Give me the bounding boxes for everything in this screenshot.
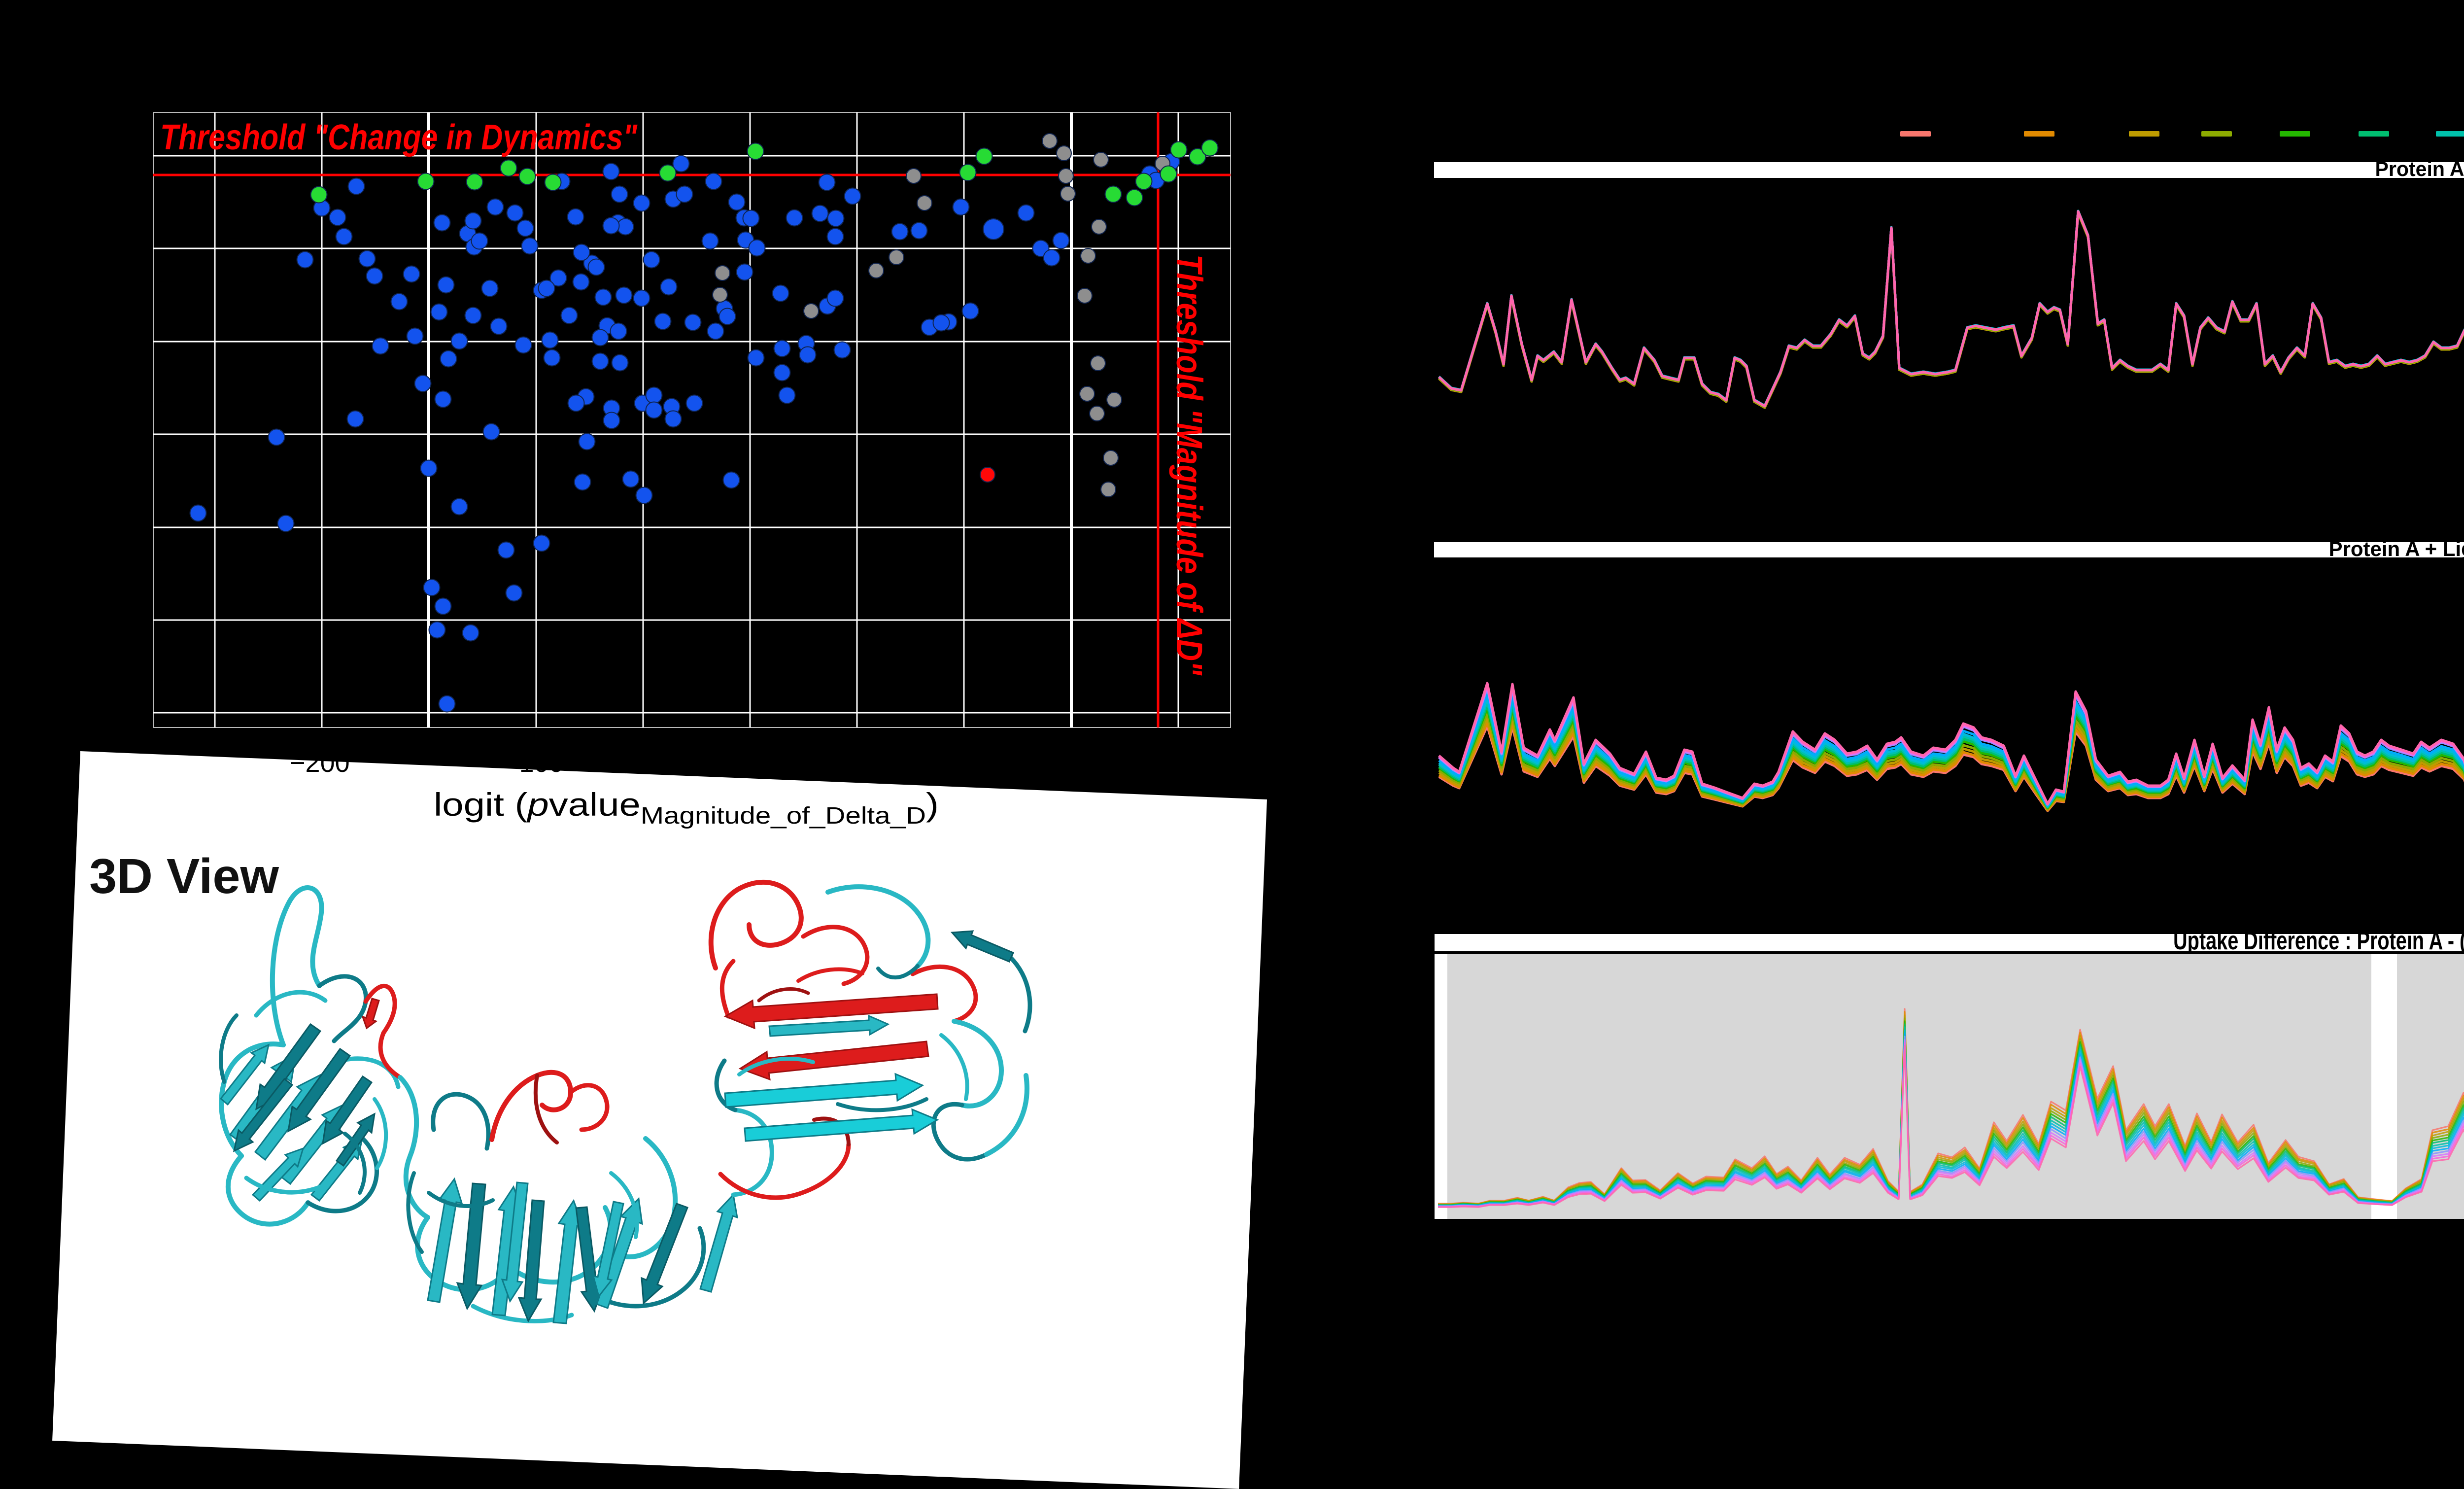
svg-text:−200: −200 [290, 748, 350, 778]
svg-text:Uptake Difference : Protein A: Uptake Difference : Protein A - (Protein… [2173, 927, 2464, 955]
svg-text:Threshold "Change in Dynamics": Threshold "Change in Dynamics" [160, 118, 638, 157]
svg-text:Protein A: Protein A [2375, 157, 2464, 180]
svg-text:−100: −100 [504, 748, 564, 778]
svg-text:Protein A + Ligand: Protein A + Ligand [2329, 537, 2464, 560]
svg-text:Threshold "Magnitude of ΔD": Threshold "Magnitude of ΔD" [1169, 254, 1210, 676]
svg-text:3D View: 3D View [89, 849, 279, 904]
